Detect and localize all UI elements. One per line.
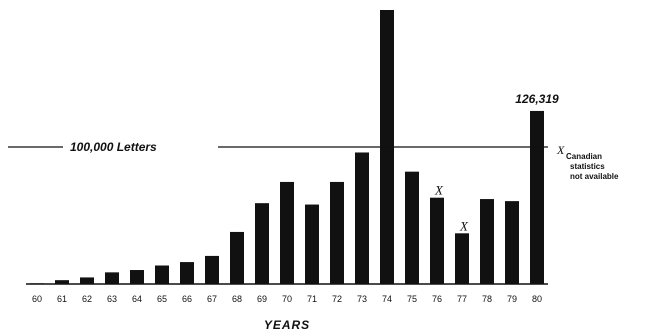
footnote-line-3: not available <box>570 172 619 181</box>
bar-72 <box>330 181 344 284</box>
x-tick-label-68: 68 <box>232 294 242 304</box>
bar-63 <box>105 272 119 284</box>
markers-group: XX <box>434 183 469 234</box>
x-tick-label-71: 71 <box>307 294 317 304</box>
bar-66 <box>180 262 194 284</box>
bar-65 <box>155 265 169 284</box>
bar-62 <box>80 277 94 284</box>
x-tick-label-73: 73 <box>357 294 367 304</box>
x-tick-label-67: 67 <box>207 294 217 304</box>
bar-71 <box>305 204 319 284</box>
footnote-line-2: statistics <box>570 162 605 171</box>
x-tick-label-77: 77 <box>457 294 467 304</box>
x-tick-labels: 60 61 62 63 64 65 66 67 68 69 70 71 72 73 74 75 76 77 78 79… <box>32 294 542 304</box>
bar-77 <box>455 233 469 284</box>
bar-69 <box>255 203 269 284</box>
bar-68 <box>230 231 244 284</box>
x-tick-label-79: 79 <box>507 294 517 304</box>
x-tick-label-70: 70 <box>282 294 292 304</box>
x-tick-label-66: 66 <box>182 294 192 304</box>
x-tick-label-64: 64 <box>132 294 142 304</box>
x-tick-label-63: 63 <box>107 294 117 304</box>
marker-76: X <box>434 183 444 198</box>
bar-75 <box>405 171 419 284</box>
x-axis-title: YEARS <box>264 318 310 332</box>
bar-78 <box>480 199 494 284</box>
x-tick-label-62: 62 <box>82 294 92 304</box>
x-tick-label-76: 76 <box>432 294 442 304</box>
footnote: X Canadian statistics not available <box>556 143 619 181</box>
bar-64 <box>130 270 144 284</box>
data-label-80: 126,319 <box>515 92 559 106</box>
bar-67 <box>205 255 219 284</box>
bar-70 <box>280 181 294 284</box>
x-tick-label-60: 60 <box>32 294 42 304</box>
x-tick-label-69: 69 <box>257 294 267 304</box>
x-tick-label-75: 75 <box>407 294 417 304</box>
bar-80 <box>530 110 544 285</box>
bar-61 <box>55 280 69 284</box>
bar-73 <box>355 152 369 284</box>
x-tick-label-65: 65 <box>157 294 167 304</box>
x-tick-label-72: 72 <box>332 294 342 304</box>
x-tick-label-78: 78 <box>482 294 492 304</box>
data-labels-group: 126,319 <box>515 92 559 106</box>
reference-line-label: 100,000 Letters <box>70 140 157 154</box>
x-tick-label-61: 61 <box>57 294 67 304</box>
bar-60 <box>30 283 44 285</box>
bar-76 <box>430 197 444 284</box>
marker-77: X <box>459 218 469 233</box>
x-tick-label-80: 80 <box>532 294 542 304</box>
footnote-line-1: Canadian <box>566 152 602 161</box>
x-tick-label-74: 74 <box>382 294 392 304</box>
footnote-symbol: X <box>556 143 565 157</box>
bars-group <box>30 10 544 285</box>
bar-79 <box>505 201 519 284</box>
